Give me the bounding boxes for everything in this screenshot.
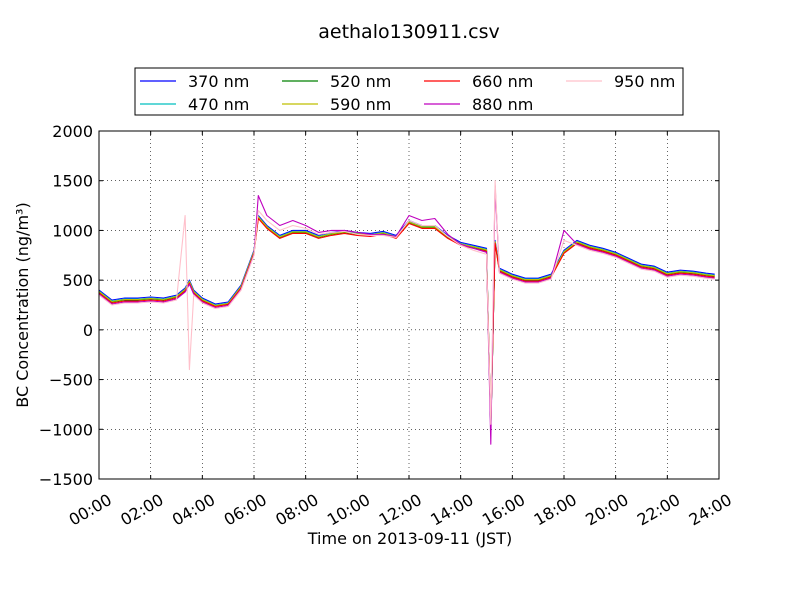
legend-label: 660 nm [472, 72, 533, 91]
legend-label: 370 nm [188, 72, 249, 91]
series-line-370-nm [98, 214, 715, 430]
x-tick-label: 08:00 [272, 490, 321, 530]
series-line-520-nm [98, 216, 715, 428]
x-tick-label: 22:00 [634, 490, 683, 530]
legend-label: 880 nm [472, 95, 533, 114]
series-layer [98, 180, 715, 445]
y-tick-label: −1000 [39, 420, 93, 439]
series-line-470-nm [98, 215, 715, 430]
y-axis-label: BC Concentration (ng/m³) [13, 202, 32, 407]
legend-label: 520 nm [330, 72, 391, 91]
series-line-590-nm [98, 216, 715, 429]
legend-label: 590 nm [330, 95, 391, 114]
x-axis-label: Time on 2013-09-11 (JST) [307, 529, 512, 548]
y-tick-label: 1500 [52, 172, 93, 191]
x-tick-label: 20:00 [582, 490, 631, 530]
x-tick-label: 04:00 [169, 490, 218, 530]
y-tick-label: 0 [83, 321, 93, 340]
grid [99, 131, 719, 479]
x-tick-label: 16:00 [479, 490, 528, 530]
x-tick-label: 00:00 [66, 490, 115, 530]
y-tick-label: −500 [49, 371, 93, 390]
x-axis: 00:00 02:00 04:00 06:00 08:00 10:00 12:00 14:00… [66, 131, 735, 530]
series-line-880-nm [98, 185, 715, 445]
legend: 370 nm 470 nm 520 nm 590 nm 660 nm 880 nm 950 … [134, 67, 684, 116]
x-tick-label: 10:00 [324, 490, 373, 530]
y-tick-label: 1000 [52, 221, 93, 240]
x-tick-label: 06:00 [221, 490, 270, 530]
x-tick-label: 24:00 [686, 490, 735, 530]
x-tick-label: 02:00 [117, 490, 166, 530]
y-tick-label: 500 [62, 271, 93, 290]
x-tick-label: 14:00 [427, 490, 476, 530]
y-tick-label: −1500 [39, 470, 93, 489]
chart-title: aethalo130911.csv [318, 21, 500, 43]
x-tick-label: 12:00 [376, 490, 425, 530]
legend-box [134, 67, 684, 116]
legend-label: 950 nm [614, 72, 675, 91]
y-axis: −1500 −1000 −500 0 500 1000 1500 2000 [39, 122, 719, 489]
x-tick-label: 18:00 [531, 490, 580, 530]
y-tick-label: 2000 [52, 122, 93, 141]
series-line-950-nm [98, 180, 715, 425]
series-line-660-nm [98, 217, 715, 428]
legend-label: 470 nm [188, 95, 249, 114]
